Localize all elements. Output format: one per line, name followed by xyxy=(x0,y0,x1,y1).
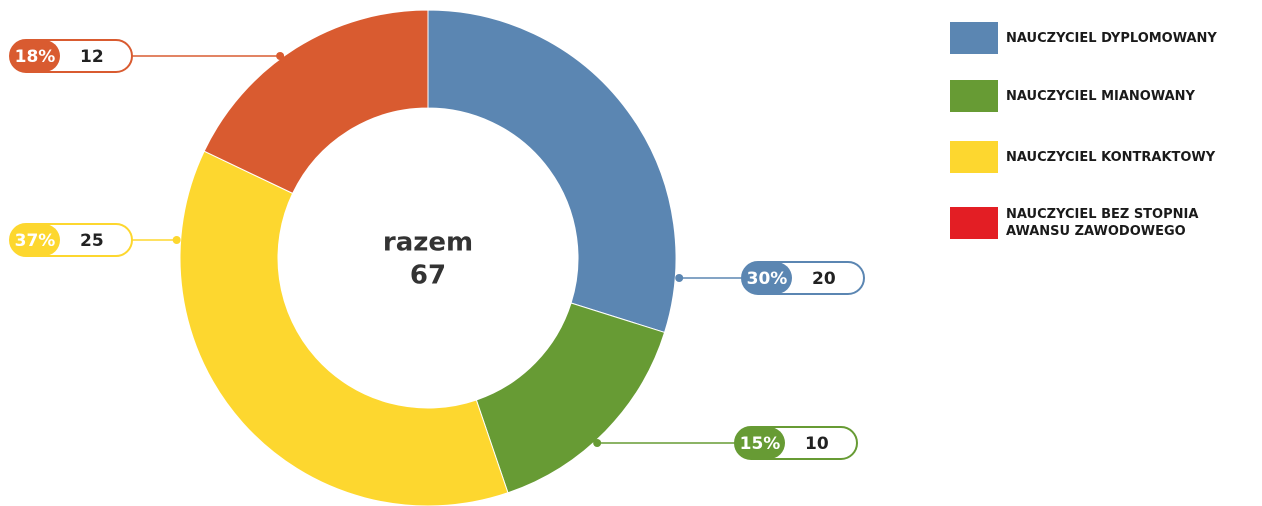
percent-label: 18% xyxy=(15,47,56,67)
donut-segment xyxy=(179,150,509,506)
legend-swatch xyxy=(950,22,998,54)
leader-dot xyxy=(675,274,684,282)
legend-item: NAUCZYCIEL BEZ STOPNIA AWANSU ZAWODOWEGO xyxy=(950,206,1231,240)
percent-label: 30% xyxy=(747,269,788,289)
chart: razem 67 30% 20 15% 10 37% 25 18% 12 xyxy=(9,9,865,506)
center-total: 67 xyxy=(410,261,446,291)
value-label: 20 xyxy=(812,269,836,289)
percent-label: 15% xyxy=(740,434,781,454)
center-label: razem xyxy=(383,228,473,258)
callout-badge xyxy=(735,427,785,459)
leader-dot xyxy=(593,439,602,447)
legend-label: NAUCZYCIEL BEZ STOPNIA AWANSU ZAWODOWEGO xyxy=(1006,207,1199,239)
value-label: 10 xyxy=(805,434,829,454)
donut-segment xyxy=(427,9,677,334)
legend-item: NAUCZYCIEL MIANOWANY xyxy=(950,80,1256,112)
legend-swatch xyxy=(950,207,998,239)
callout-badge xyxy=(10,40,60,72)
donut-segment xyxy=(475,302,666,494)
legend-swatch xyxy=(950,80,998,112)
callout-badge xyxy=(742,262,792,294)
legend-item: NAUCZYCIEL KONTRAKTOWY xyxy=(950,141,1256,173)
legend-item: NAUCZYCIEL DYPLOMOWANY xyxy=(950,22,1256,54)
legend-label: NAUCZYCIEL DYPLOMOWANY xyxy=(1006,30,1217,46)
value-label: 12 xyxy=(80,47,104,67)
donut-segment xyxy=(203,9,429,195)
legend-label: NAUCZYCIEL MIANOWANY xyxy=(1006,88,1195,104)
callout-badge xyxy=(10,224,60,256)
leader-dot xyxy=(172,236,181,244)
value-label: 25 xyxy=(80,231,104,251)
legend-swatch xyxy=(950,141,998,173)
legend-label: NAUCZYCIEL KONTRAKTOWY xyxy=(1006,149,1216,165)
percent-label: 37% xyxy=(15,231,56,251)
leader-dot xyxy=(276,52,285,60)
